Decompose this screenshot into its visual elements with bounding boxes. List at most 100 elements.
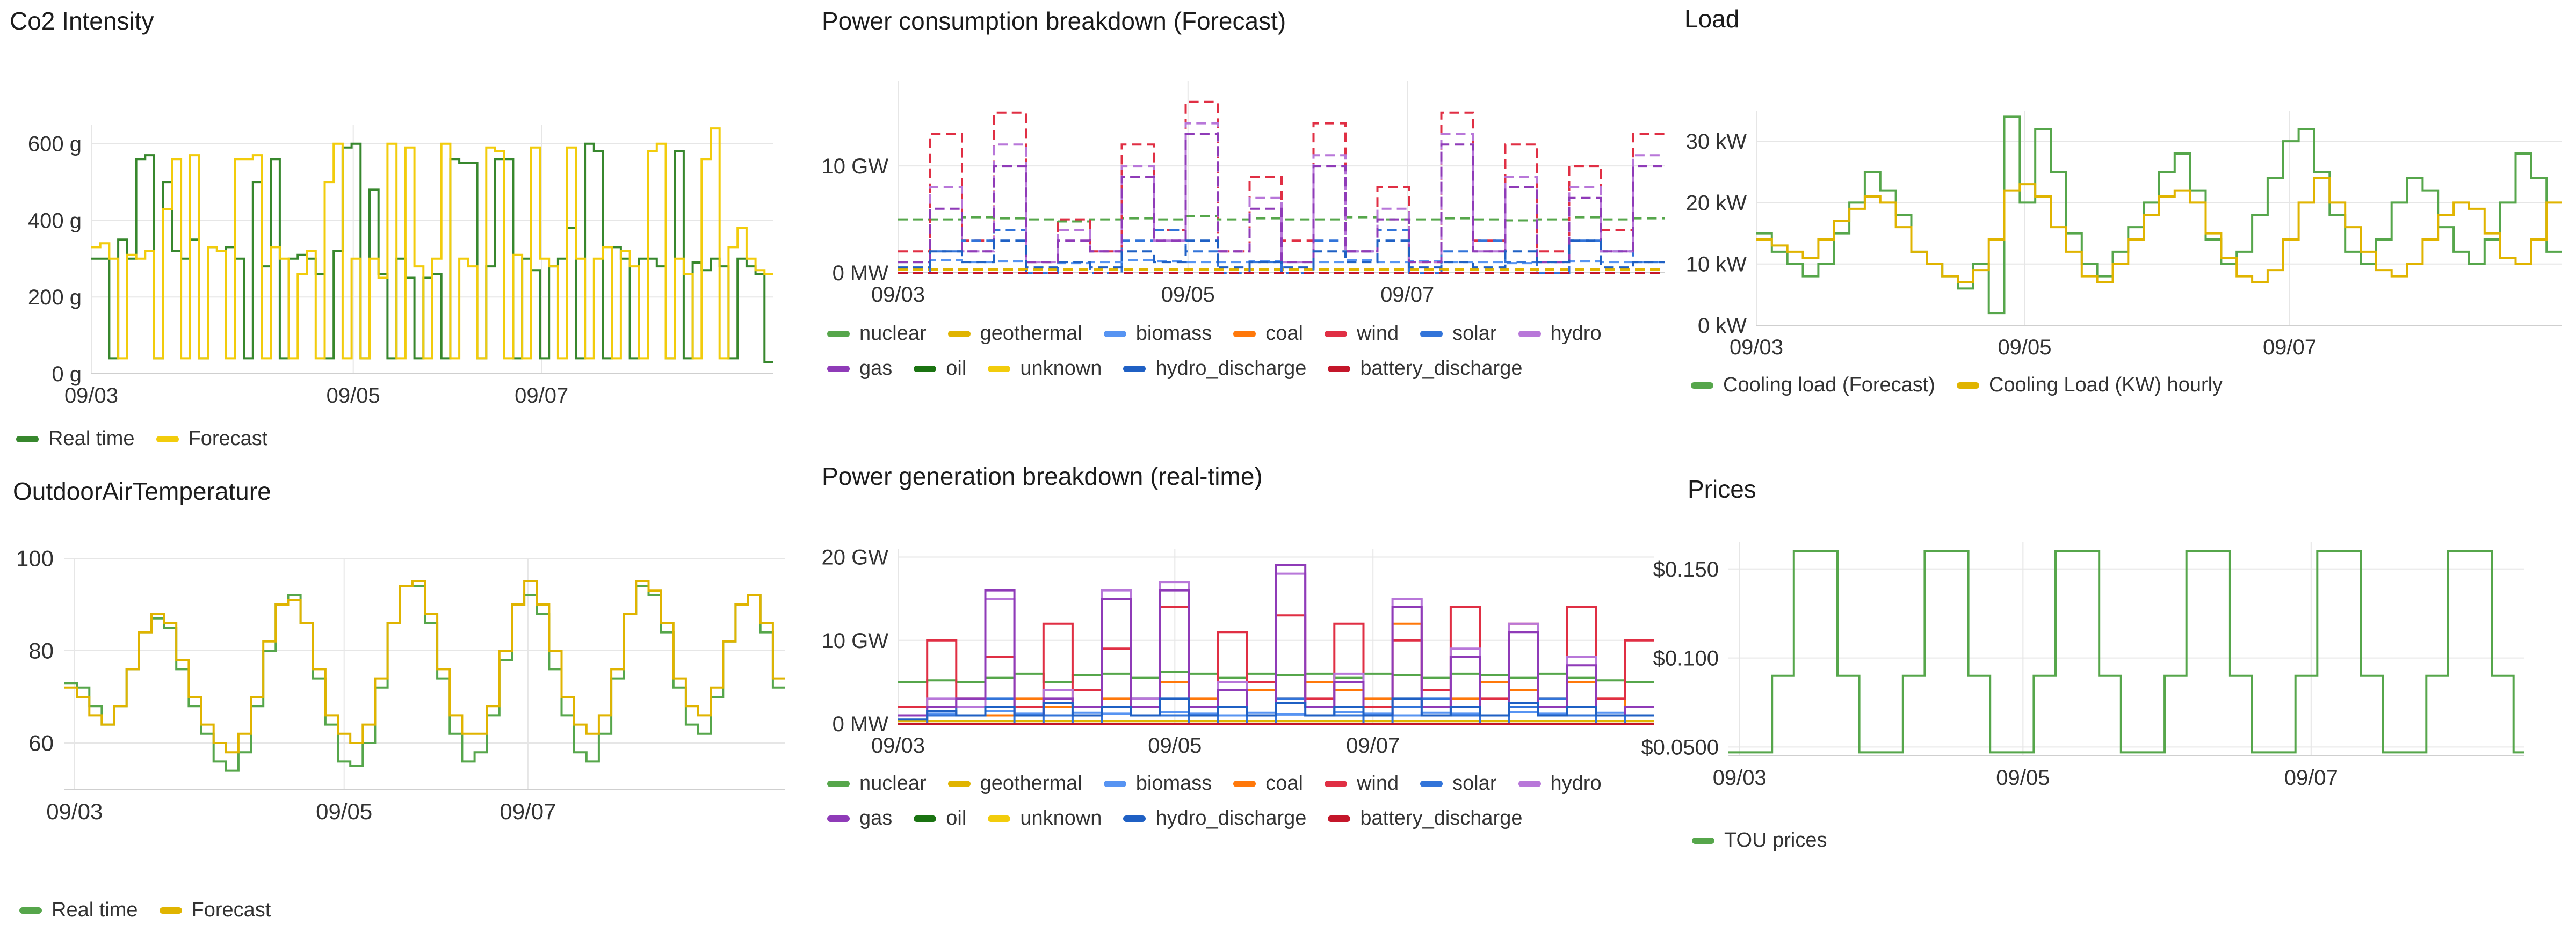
legend-swatch [827,780,850,787]
power-generation-chart[interactable]: 0 MW 10 GW 20 GW 09/03 09/05 09/07 [0,0,1719,773]
legend-item-hydro[interactable]: hydro [1518,322,1602,345]
legend-swatch [159,907,182,914]
legend-swatch [988,365,1011,372]
legend-item-biomass[interactable]: biomass [1103,322,1212,345]
power-consumption-chart[interactable]: 0 MW 10 GW 09/03 09/05 09/07 [0,0,1719,322]
y-tick-label: $0.100 [1653,647,1719,671]
series-line-hydro-discharge[interactable] [898,239,1665,269]
legend-item-gas[interactable]: gas [827,357,892,380]
legend-item-battery-discharge[interactable]: battery_discharge [1328,807,1522,830]
legend-item-solar[interactable]: solar [1420,772,1497,795]
legend-item-battery-discharge[interactable]: battery_discharge [1328,357,1522,380]
legend-item-nuclear[interactable]: nuclear [827,772,927,795]
y-tick-label: 10 kW [1686,253,1747,276]
legend-swatch [1956,382,1979,389]
y-tick-label: $0.0500 [1641,736,1719,759]
x-tick-label: 09/07 [2284,766,2338,790]
x-tick-label: 09/03 [1730,336,1783,359]
legend-item-cooling-load-forecast-[interactable]: Cooling load (Forecast) [1691,374,1935,397]
prices-chart[interactable]: $0.0500 $0.100 $0.150 09/03 09/05 09/07 [0,0,2576,859]
y-tick-label: 0 MW [833,261,889,285]
x-tick-label: 09/03 [871,283,925,307]
series-line-tou-prices[interactable] [1728,550,2524,754]
legend-label: TOU prices [1724,829,1827,851]
legend-label: biomass [1135,322,1212,345]
legend-label: nuclear [859,322,927,345]
legend-label: hydro_discharge [1155,807,1307,829]
legend-item-oil[interactable]: oil [914,357,966,380]
legend-swatch [156,435,179,442]
legend-item-real-time[interactable]: Real time [19,899,138,922]
legend-label: wind [1356,322,1399,345]
legend-swatch [1518,330,1541,337]
y-tick-label: 60 [28,731,54,756]
co2-intensity-chart[interactable]: 0 g 200 g 400 g 600 g 09/03 09/05 09/07 [0,0,795,429]
legend-item-unknown[interactable]: unknown [988,807,1102,830]
panel-title: Load [1684,5,1740,33]
series-line-solar[interactable] [898,229,1665,274]
x-tick-label: 09/03 [46,799,103,824]
series-line-forecast[interactable] [64,580,785,754]
legend-item-coal[interactable]: coal [1233,322,1303,345]
legend-item-nuclear[interactable]: nuclear [827,322,927,345]
legend-label: battery_discharge [1360,357,1523,380]
legend-swatch [1123,365,1146,372]
legend-label: hydro [1550,772,1602,795]
legend-label: oil [946,807,967,829]
legend-swatch [914,815,937,822]
x-tick-label: 09/05 [316,799,372,824]
legend-label: coal [1265,322,1303,345]
legend-label: wind [1356,772,1399,795]
legend-item-biomass[interactable]: biomass [1103,772,1212,795]
legend-swatch [1103,780,1126,787]
load-chart[interactable]: 0 kW 10 kW 20 kW 30 kW 09/03 09/05 09/07 [0,0,2576,376]
legend-swatch [1328,815,1351,822]
legend-item-tou-prices[interactable]: TOU prices [1692,829,1827,852]
legend-item-hydro-discharge[interactable]: hydro_discharge [1123,357,1306,380]
legend-item-wind[interactable]: wind [1324,772,1399,795]
legend-swatch [1420,780,1443,787]
x-tick-label: 09/03 [1713,766,1767,790]
legend-item-forecast[interactable]: Forecast [159,899,271,922]
panel-title: Power generation breakdown (real-time) [822,462,1263,490]
legend: Cooling load (Forecast) Cooling Load (KW)… [1691,374,2550,397]
x-tick-label: 09/05 [1996,766,2050,790]
legend-item-hydro[interactable]: hydro [1518,772,1602,795]
legend-item-real-time[interactable]: Real time [16,427,135,450]
legend-item-forecast[interactable]: Forecast [156,427,268,450]
legend-item-unknown[interactable]: unknown [988,357,1102,380]
series-line-cooling-load-forecast-[interactable] [1756,115,2562,315]
legend-item-geothermal[interactable]: geothermal [947,772,1082,795]
legend-label: Real time [48,427,135,450]
legend-swatch [1420,330,1443,337]
legend-item-wind[interactable]: wind [1324,322,1399,345]
y-tick-label: 20 kW [1686,191,1747,215]
legend-item-gas[interactable]: gas [827,807,892,830]
legend-item-geothermal[interactable]: geothermal [947,322,1082,345]
legend: Real time Forecast [19,899,771,922]
legend-label: battery_discharge [1360,807,1523,829]
x-tick-label: 09/07 [515,384,568,407]
legend-item-hydro-discharge[interactable]: hydro_discharge [1123,807,1306,830]
x-tick-label: 09/03 [64,384,118,407]
legend-swatch [1324,330,1347,337]
legend-label: Forecast [188,427,268,450]
series-line-forecast[interactable] [91,127,773,360]
legend-item-oil[interactable]: oil [914,807,966,830]
legend: TOU prices [1692,829,2551,852]
y-tick-label: 0 kW [1698,314,1747,338]
legend-item-solar[interactable]: solar [1420,322,1497,345]
series-line-cooling-load-kw-hourly[interactable] [1756,177,2562,283]
legend-item-coal[interactable]: coal [1233,772,1303,795]
legend-swatch [827,815,850,822]
series-line-hydro-discharge[interactable] [898,697,1654,721]
legend: Real time Forecast [16,427,768,450]
outdoor-air-temperature-chart[interactable]: 60 80 100 09/03 09/05 09/07 [0,0,795,913]
legend-item-cooling-load-kw-hourly[interactable]: Cooling Load (KW) hourly [1956,374,2223,397]
x-tick-label: 09/07 [1346,734,1400,758]
legend-label: geothermal [980,772,1082,795]
legend-label: hydro [1550,322,1602,345]
legend-swatch [1324,780,1347,787]
y-tick-label: 0 MW [833,712,889,736]
legend: nuclear geothermal biomass coal wind solar hyd… [827,322,1633,380]
